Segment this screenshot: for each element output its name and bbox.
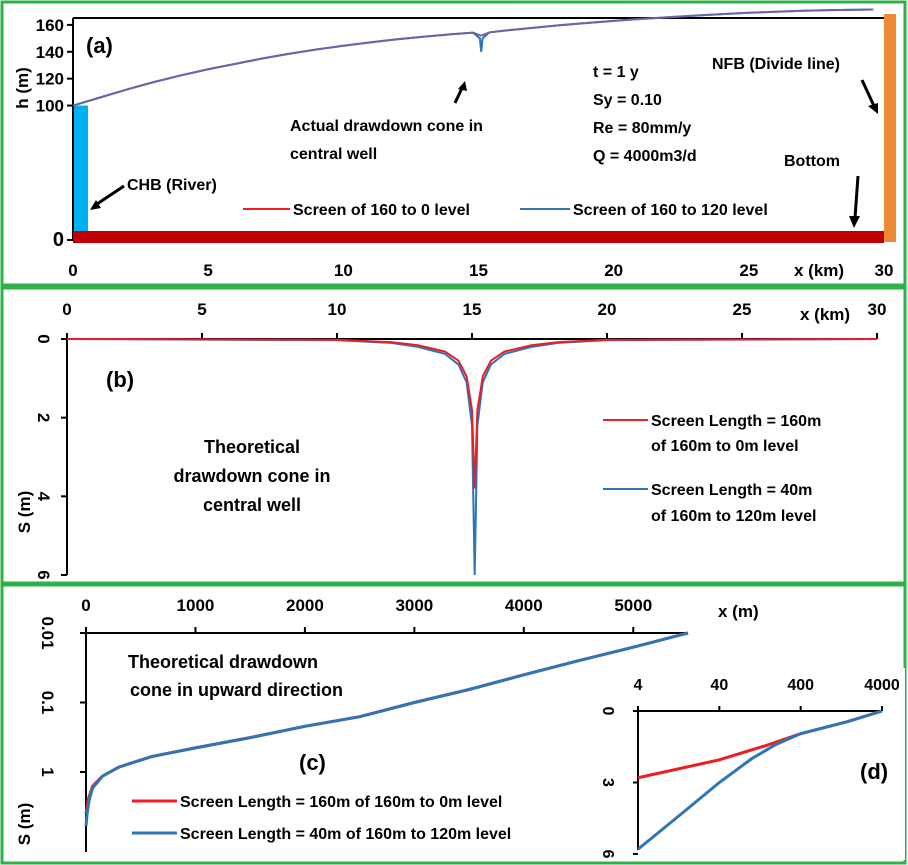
panel-c: (c) x (m) S (m) Theoretical drawdown con…	[15, 602, 759, 845]
panel-d-y-tick-label: 0	[599, 707, 616, 716]
panel-a-y-tick-label: 0	[53, 229, 64, 251]
panel-a-x-tick-label: 20	[604, 261, 623, 280]
panel-c-x-tick-label: 1000	[177, 596, 215, 615]
panel-b-legend-blue-2: of 160m to 120m level	[651, 508, 816, 525]
panel-b-x-tick-label: 0	[62, 300, 71, 319]
panel-d-x-tick-label: 4000	[864, 677, 900, 694]
panel-c-ylabel: S (m)	[15, 803, 34, 846]
panel-b-y-tick-label: 6	[34, 570, 53, 579]
panel-b: (b) x (km) S (m) Theoretical drawdown co…	[15, 305, 850, 533]
panel-a-legend-red: Screen of 160 to 0 level	[293, 202, 470, 219]
panel-c-y-tick-label: 0.01	[38, 616, 57, 649]
panel-a-xlabel: x (km)	[794, 261, 844, 280]
panel-d: (d)	[590, 668, 905, 860]
panel-b-y-tick-label: 4	[34, 492, 53, 502]
panel-c-xlabel: x (m)	[718, 602, 759, 621]
panel-b-annotation-1: Theoretical	[204, 437, 300, 457]
panel-b-x-tick-label: 5	[197, 300, 206, 319]
panel-b-x-tick-label: 10	[328, 300, 347, 319]
panel-b-y-tick-label: 0	[34, 334, 53, 343]
panel-a-param-t: t = 1 y	[593, 64, 639, 81]
panel-c-y-tick-label: 1	[38, 767, 57, 776]
panel-d-x-tick-label: 4	[634, 677, 643, 694]
panel-a-arrowhead-river	[90, 200, 101, 210]
panel-a-ylabel: h (m)	[13, 67, 32, 109]
series-d-screen-40	[637, 709, 883, 851]
panel-b-legend-red-2: of 160m to 0m level	[651, 438, 799, 455]
panel-a-arrowhead-bottom	[849, 216, 860, 228]
panel-a-y-tick-label: 100	[36, 97, 64, 116]
panel-b-x-tick-label: 30	[868, 300, 887, 319]
panel-a-x-tick-label: 25	[739, 261, 758, 280]
panel-c-legend-red: Screen Length = 160m of 160m to 0m level	[180, 794, 502, 811]
panel-c-x-tick-label: 0	[81, 596, 90, 615]
panel-a-param-sy: Sy = 0.10	[593, 92, 662, 109]
panel-a-y-tick-label: 120	[36, 70, 64, 89]
panel-a-legend-blue: Screen of 160 to 120 level	[573, 202, 768, 219]
series-b-screen-160	[66, 338, 878, 489]
panel-c-x-tick-label: 3000	[395, 596, 433, 615]
panel-b-annotation-3: central well	[203, 495, 301, 515]
panel-a-annotation-bottom: Bottom	[784, 153, 840, 170]
series-c-screen-40	[84, 631, 689, 827]
panel-d-label: (d)	[860, 759, 888, 784]
panel-a-param-re: Re = 80mm/y	[593, 120, 691, 137]
panel-b-x-tick-label: 25	[733, 300, 752, 319]
aquifer-bottom	[73, 231, 884, 243]
panel-a-arrow-bottom	[853, 175, 860, 219]
panel-b-frame	[0, 286, 907, 585]
panel-b-legend-red-1: Screen Length = 160m	[651, 413, 821, 430]
panel-d-y-tick-label: 3	[599, 778, 616, 787]
panel-a-frame	[0, 0, 907, 287]
panel-d-x-tick-label: 40	[710, 677, 728, 694]
panel-b-xlabel: x (km)	[800, 305, 850, 324]
panel-a-annotation-divide: NFB (Divide line)	[712, 56, 840, 73]
panel-d-y-tick-label: 6	[599, 850, 616, 859]
panel-a-x-tick-label: 5	[203, 261, 212, 280]
panel-a-y-tick-label: 140	[36, 43, 64, 62]
series-b-screen-40	[66, 338, 878, 576]
panel-a-x-tick-label: 30	[875, 261, 894, 280]
panel-c-x-tick-label: 5000	[614, 596, 652, 615]
panel-c-label: (c)	[299, 750, 326, 775]
panel-a-x-tick-label: 15	[469, 261, 488, 280]
panel-a-arrow-river	[93, 184, 125, 208]
panel-a: (a) h (m) x (km) CHB (River) Actual draw…	[13, 33, 878, 280]
panel-c-annotation-2: cone in upward direction	[130, 680, 343, 700]
panel-b-x-tick-label: 20	[598, 300, 617, 319]
panel-a-param-q: Q = 4000m3/d	[593, 148, 697, 165]
panel-b-annotation-2: drawdown cone in	[173, 466, 330, 486]
panel-a-y-tick-label: 160	[36, 16, 64, 35]
panel-c-x-tick-label: 2000	[286, 596, 324, 615]
panel-a-arrowhead-divide	[868, 103, 878, 114]
panel-a-arrow-cone	[453, 87, 464, 104]
river-boundary	[74, 105, 88, 240]
panel-a-annotation-river: CHB (River)	[127, 177, 217, 194]
panel-a-annotation-cone-2: central well	[290, 146, 377, 163]
panel-b-x-tick-label: 15	[463, 300, 482, 319]
panel-a-annotation-cone-1: Actual drawdown cone in	[290, 118, 483, 135]
divide-boundary	[884, 14, 896, 242]
panel-c-annotation-1: Theoretical drawdown	[128, 652, 318, 672]
panel-a-x-tick-label: 10	[334, 261, 353, 280]
panel-a-arrowhead-cone	[458, 81, 467, 91]
panel-c-y-tick-label: 0.1	[38, 691, 57, 715]
panel-a-x-tick-label: 0	[68, 261, 77, 280]
panel-c-x-tick-label: 4000	[505, 596, 543, 615]
panel-c-legend-blue: Screen Length = 40m of 160m to 120m leve…	[180, 826, 511, 843]
panel-d-x-tick-label: 400	[787, 677, 814, 694]
panel-b-legend-blue-1: Screen Length = 40m	[651, 482, 812, 499]
panel-a-label: (a)	[86, 33, 113, 58]
panel-b-ylabel: S (m)	[15, 491, 34, 534]
panel-b-y-tick-label: 2	[34, 413, 53, 422]
panel-b-label: (b)	[106, 367, 134, 392]
panel-d-background	[590, 668, 905, 860]
series-a-screen-160-0	[72, 8, 874, 107]
panel-a-arrow-divide	[860, 79, 876, 107]
